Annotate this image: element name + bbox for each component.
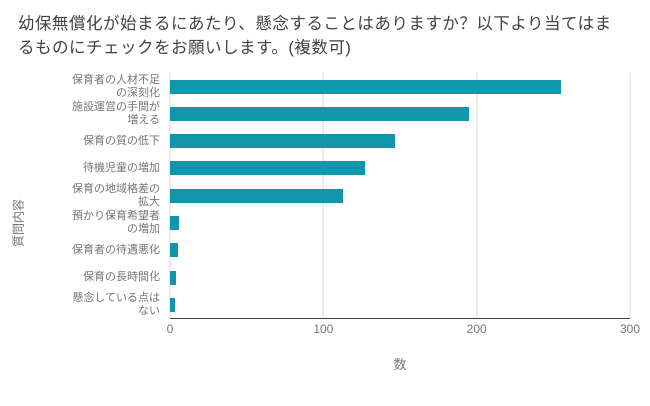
y-axis: 質問内容 — [0, 73, 36, 373]
bar — [170, 134, 396, 149]
gridline — [629, 72, 631, 318]
bar-row: 懸念している点はない — [36, 291, 630, 318]
x-ticks: 0 100 200 300 — [166, 321, 640, 340]
bar-track — [170, 209, 630, 236]
category-label: 預かり保育希望者の増加 — [72, 210, 160, 236]
y-axis-title: 質問内容 — [11, 198, 26, 247]
bar-track — [170, 73, 630, 100]
category-label: 保育者の人材不足の深刻化 — [72, 73, 160, 99]
chart-main: 保育者の人材不足の深刻化 施設運営の手間が増える 保育の質の低下 待機児童の増加 保育の… — [36, 72, 650, 373]
bar-row: 保育の長時間化 — [36, 264, 630, 291]
bar-track — [170, 155, 630, 182]
bar-track — [170, 100, 630, 127]
bar-rows: 保育者の人材不足の深刻化 施設運営の手間が増える 保育の質の低下 待機児童の増加 保育の… — [36, 73, 630, 319]
bar — [170, 216, 180, 231]
bar-row: 預かり保育希望者の増加 — [36, 209, 630, 236]
bar-row: 施設運営の手間が増える — [36, 100, 630, 127]
x-tick-label: 200 — [466, 321, 487, 336]
bar — [170, 106, 469, 121]
category-label: 保育の質の低下 — [83, 134, 160, 147]
chart-title: 幼保無償化が始まるにあたり、懸念することはありますか？以下より当てはまるものにチ… — [18, 15, 612, 57]
category-label: 懸念している点はない — [72, 292, 160, 318]
chart-body: 保育者の人材不足の深刻化 施設運営の手間が増える 保育の質の低下 待機児童の増加 保育の… — [36, 72, 631, 319]
x-tick-label: 300 — [619, 321, 641, 336]
bar — [170, 270, 177, 285]
bar — [170, 188, 344, 203]
bar-row: 保育の地域格差の拡大 — [36, 182, 630, 209]
bar-track — [170, 291, 630, 318]
bar-track — [170, 182, 630, 209]
bar-row: 保育者の人材不足の深刻化 — [36, 73, 630, 100]
x-tick-label: 100 — [313, 321, 334, 336]
bar — [170, 298, 175, 313]
bar-track — [170, 264, 630, 291]
category-label: 保育の長時間化 — [83, 271, 160, 284]
x-tick-label: 0 — [166, 321, 174, 336]
bar-track — [170, 128, 630, 155]
bar — [170, 79, 561, 94]
chart-area: 質問内容 保育者の人材不足の深刻化 施設運営の手間が増える保育の質の低下 待機児童の… — [0, 72, 650, 373]
bar — [170, 243, 178, 258]
gridline — [476, 72, 478, 318]
bar-track — [170, 237, 630, 264]
x-axis-title: 数 — [393, 356, 407, 372]
bar-row: 保育者の待遇悪化 — [36, 237, 630, 264]
bar-row: 保育の質の低下 — [36, 128, 630, 155]
bar-row: 待機児童の増加 — [36, 155, 630, 182]
category-label: 待機児童の増加 — [83, 161, 160, 174]
category-label: 保育者の待遇悪化 — [72, 243, 160, 256]
bar — [170, 161, 365, 176]
category-label: 施設運営の手間が増える — [72, 100, 160, 126]
category-label: 保育の地域格差の拡大 — [72, 182, 160, 208]
